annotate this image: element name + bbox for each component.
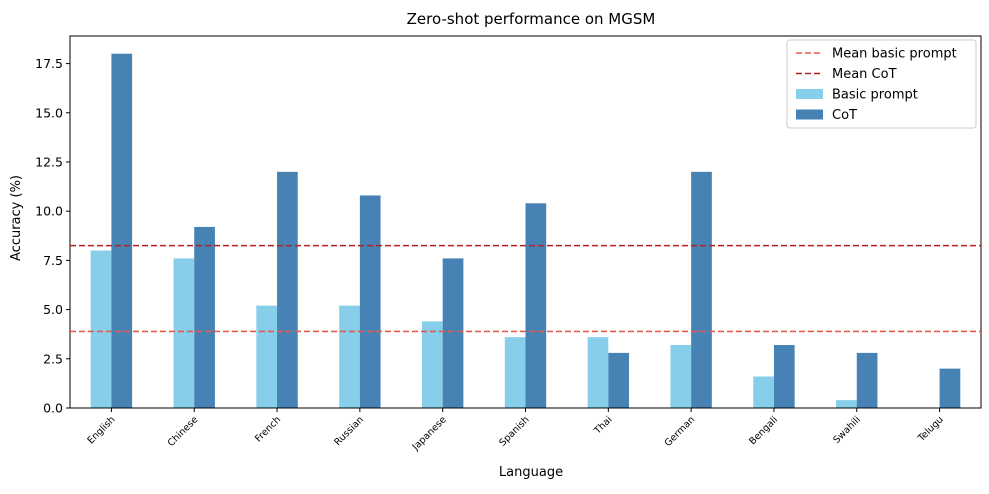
bar-cot-spanish (525, 203, 547, 408)
legend-label: Basic prompt (832, 88, 918, 103)
y-axis-label: Accuracy (%) (9, 175, 24, 261)
x-tick-label: French (253, 414, 283, 444)
bar-cot-english (111, 53, 133, 409)
y-tick-label: 10.0 (35, 204, 63, 219)
x-tick-label: Swahili (831, 414, 863, 446)
bar-cot-bengali (773, 345, 795, 408)
bar-cot-telugu (939, 368, 961, 408)
bar-basic-prompt-japanese (421, 321, 443, 408)
bar-cot-chinese (194, 226, 215, 408)
reference-lines (70, 244, 981, 333)
bar-basic-prompt-german (670, 345, 692, 408)
bar-basic-prompt-chinese (173, 258, 195, 408)
plot-area (69, 35, 982, 409)
x-tick-label: Chinese (166, 414, 201, 449)
bar-basic-prompt-russian (339, 305, 360, 408)
y-axis-ticks: 0.0 2.5 5.0 7.5 10.0 12.5 15.0 17.5 (35, 56, 70, 416)
x-tick-label: Spanish (497, 414, 531, 448)
x-tick-label: English (85, 414, 117, 446)
bar-cot-russian (359, 195, 381, 408)
bar-cot-swahili (856, 352, 878, 408)
x-axis-label: Language (499, 465, 563, 480)
x-tick-label: Telugu (915, 414, 945, 444)
bar-basic-prompt-thai (587, 337, 609, 408)
x-tick-label: Bengali (747, 414, 780, 447)
x-tick-label: Japanese (410, 414, 449, 453)
y-tick-label: 15.0 (35, 105, 63, 120)
legend: Mean basic prompt Mean CoT Basic prompt CoT (786, 39, 977, 129)
y-tick-label: 2.5 (43, 351, 63, 366)
y-tick-label: 17.5 (35, 56, 63, 71)
legend-box (786, 39, 977, 129)
legend-label: CoT (832, 108, 857, 123)
bar-basic-prompt-french (256, 305, 278, 408)
x-tick-label: Russian (332, 414, 366, 448)
x-tick-label: Thai (592, 414, 615, 437)
bar-basic-prompt-english (90, 250, 112, 408)
legend-label: Mean CoT (832, 67, 897, 82)
chart-title: Zero-shot performance on MGSM (407, 10, 656, 28)
bar-basic-prompt-swahili (836, 400, 857, 408)
y-tick-label: 0.0 (43, 401, 63, 416)
legend-patch-swatch (796, 89, 823, 99)
y-tick-label: 5.0 (43, 302, 63, 317)
bar-basic-prompt-spanish (504, 337, 526, 408)
x-axis-ticks: English Chinese French Russian Japanese Spani… (85, 408, 946, 453)
y-tick-label: 12.5 (35, 154, 63, 169)
y-tick-label: 7.5 (43, 253, 63, 268)
bar-cot-german (691, 171, 712, 408)
bar-cot-thai (608, 352, 630, 408)
bar-cot-french (277, 171, 298, 408)
bar-cot-japanese (442, 258, 464, 408)
legend-label: Mean basic prompt (832, 47, 957, 62)
bar-basic-prompt-bengali (753, 376, 774, 408)
x-tick-label: German (663, 414, 698, 449)
legend-patch-swatch (796, 109, 823, 120)
